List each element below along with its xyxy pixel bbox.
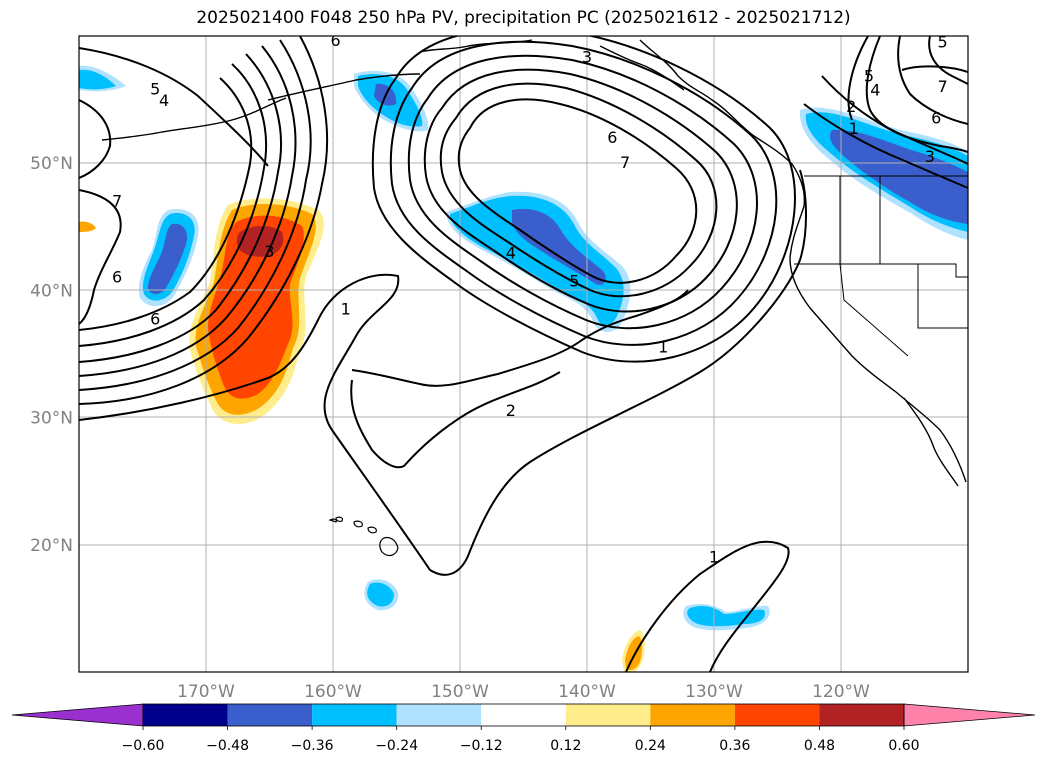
lon-label: 120°W bbox=[812, 682, 870, 702]
contour-label: 5 bbox=[864, 67, 874, 86]
map-frame bbox=[78, 35, 969, 673]
colorbar-tick-label: 0.60 bbox=[888, 738, 919, 754]
longitude-labels: 170°W 160°W 150°W 140°W 130°W 120°W bbox=[177, 682, 870, 702]
colorbar-bin bbox=[650, 704, 735, 726]
colorbar-frame bbox=[142, 703, 905, 727]
contour-label: 7 bbox=[620, 153, 630, 172]
colorbar-bin bbox=[312, 704, 397, 726]
contour-label: 1 bbox=[849, 119, 859, 138]
lon-label: 140°W bbox=[558, 682, 616, 702]
colorbar-tick-label: 0.36 bbox=[719, 738, 750, 754]
lon-label: 150°W bbox=[431, 682, 489, 702]
contour-label: 6 bbox=[607, 128, 617, 147]
colorbar-tick-label: 0.48 bbox=[804, 738, 835, 754]
colorbar: −0.60 −0.48 −0.36 −0.24 −0.12 0.12 0.24 0.36 0.4… bbox=[11, 703, 1036, 754]
political-boundaries bbox=[794, 175, 968, 357]
lon-label: 130°W bbox=[685, 682, 743, 702]
lat-label: 40°N bbox=[30, 281, 73, 301]
contour-label: 4 bbox=[159, 91, 169, 110]
contour-label: 4 bbox=[870, 81, 880, 100]
colorbar-tick-label: −0.60 bbox=[122, 738, 165, 754]
contour-label: 7 bbox=[112, 191, 122, 210]
precip-negative-shading bbox=[79, 65, 968, 631]
colorbar-tick-label: −0.36 bbox=[291, 738, 334, 754]
colorbar-tick-label: 0.24 bbox=[635, 738, 666, 754]
contour-label: 2 bbox=[846, 97, 856, 116]
lat-label: 30°N bbox=[30, 409, 73, 429]
contour-label: 1 bbox=[658, 338, 668, 357]
colorbar-bin bbox=[227, 704, 313, 726]
colorbar-tick-label: −0.24 bbox=[375, 738, 418, 754]
contour-label: 5 bbox=[938, 32, 948, 51]
colorbar-bin bbox=[565, 704, 651, 726]
colorbar-tick-label: −0.48 bbox=[206, 738, 249, 754]
contour-label: 2 bbox=[506, 401, 516, 420]
colorbar-bin bbox=[819, 704, 904, 726]
contour-label: 5 bbox=[569, 271, 579, 290]
lat-label: 50°N bbox=[30, 154, 73, 174]
colorbar-tick-label: 0.12 bbox=[550, 738, 581, 754]
colorbar-tick-label: −0.12 bbox=[460, 738, 503, 754]
latitude-labels: 20°N 30°N 40°N 50°N bbox=[30, 154, 73, 556]
colorbar-bin bbox=[481, 704, 566, 726]
contour-label: 5 bbox=[150, 79, 160, 98]
coastlines bbox=[101, 39, 967, 487]
lon-label: 160°W bbox=[304, 682, 362, 702]
lat-label: 20°N bbox=[30, 536, 73, 556]
contour-label: 1 bbox=[341, 299, 351, 318]
contour-label: 3 bbox=[264, 242, 274, 261]
pv-contours bbox=[79, 36, 968, 672]
contour-label: 6 bbox=[150, 310, 160, 329]
colorbar-bin bbox=[143, 704, 228, 726]
colorbar-extend-low bbox=[11, 703, 144, 727]
contour-label: 3 bbox=[582, 48, 592, 67]
hawaii-islands bbox=[328, 516, 399, 557]
contour-label: 7 bbox=[938, 77, 948, 96]
colorbar-bin bbox=[734, 704, 820, 726]
contour-label: 6 bbox=[112, 268, 122, 287]
colorbar-bin bbox=[396, 704, 482, 726]
contour-label: 6 bbox=[330, 31, 340, 50]
contour-label: 6 bbox=[931, 109, 941, 128]
lon-label: 170°W bbox=[177, 682, 235, 702]
contour-label: 3 bbox=[925, 147, 935, 166]
contour-label: 1 bbox=[709, 548, 719, 567]
contour-label: 4 bbox=[506, 244, 516, 263]
map-title: 2025021400 F048 250 hPa PV, precipitatio… bbox=[196, 8, 851, 28]
colorbar-extend-high bbox=[903, 703, 1036, 727]
